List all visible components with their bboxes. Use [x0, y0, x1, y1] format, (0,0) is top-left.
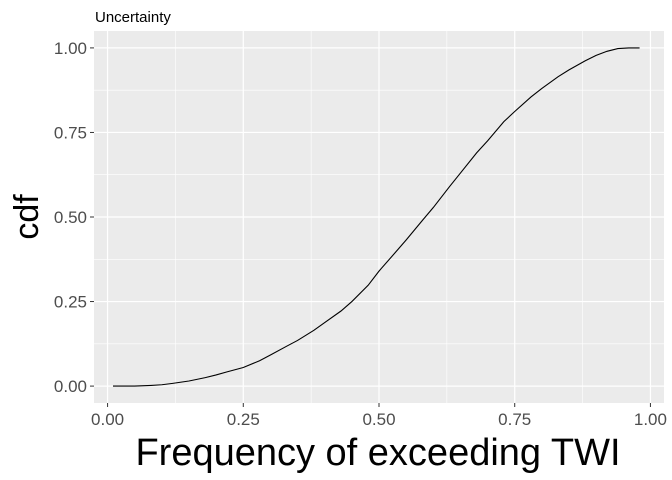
y-tick-label: 0.25: [54, 293, 87, 312]
y-axis-ticks: 0.00 0.25 0.50 0.75 1.00: [54, 39, 94, 396]
x-tick-label: 0.75: [498, 410, 531, 429]
x-tick-label: 0.25: [227, 410, 260, 429]
y-tick-label: 0.50: [54, 208, 87, 227]
x-tick-label: 0.50: [362, 410, 395, 429]
y-tick-label: 0.00: [54, 377, 87, 396]
y-tick-label: 1.00: [54, 39, 87, 58]
chart-title: Uncertainty: [95, 9, 171, 26]
x-axis-label: Frequency of exceeding TWI: [135, 432, 620, 474]
major-gridlines: [94, 31, 664, 403]
x-tick-label: 1.00: [634, 410, 667, 429]
x-tick-label: 0.00: [91, 410, 124, 429]
series-line-cdf: [113, 47, 640, 387]
y-tick-label: 0.75: [54, 123, 87, 142]
x-axis-ticks: 0.00 0.25 0.50 0.75 1.00: [91, 403, 667, 429]
y-axis-label: cdf: [8, 194, 46, 240]
